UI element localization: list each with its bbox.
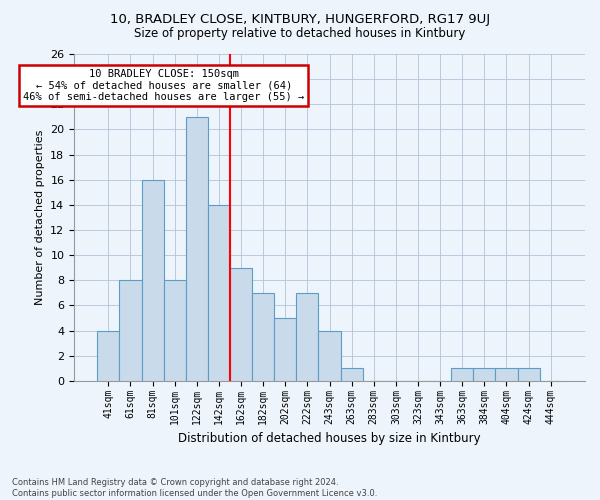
Bar	[496, 368, 518, 381]
Bar	[142, 180, 164, 381]
Bar	[186, 117, 208, 381]
X-axis label: Distribution of detached houses by size in Kintbury: Distribution of detached houses by size …	[178, 432, 481, 445]
Bar	[97, 330, 119, 381]
Bar	[230, 268, 252, 381]
Text: 10, BRADLEY CLOSE, KINTBURY, HUNGERFORD, RG17 9UJ: 10, BRADLEY CLOSE, KINTBURY, HUNGERFORD,…	[110, 12, 490, 26]
Bar	[296, 293, 319, 381]
Bar	[319, 330, 341, 381]
Y-axis label: Number of detached properties: Number of detached properties	[35, 130, 44, 305]
Bar	[164, 280, 186, 381]
Bar	[341, 368, 363, 381]
Text: Contains HM Land Registry data © Crown copyright and database right 2024.
Contai: Contains HM Land Registry data © Crown c…	[12, 478, 377, 498]
Bar	[252, 293, 274, 381]
Bar	[274, 318, 296, 381]
Text: Size of property relative to detached houses in Kintbury: Size of property relative to detached ho…	[134, 28, 466, 40]
Bar	[518, 368, 539, 381]
Bar	[208, 205, 230, 381]
Bar	[451, 368, 473, 381]
Text: 10 BRADLEY CLOSE: 150sqm
← 54% of detached houses are smaller (64)
46% of semi-d: 10 BRADLEY CLOSE: 150sqm ← 54% of detach…	[23, 69, 304, 102]
Bar	[473, 368, 496, 381]
Bar	[119, 280, 142, 381]
